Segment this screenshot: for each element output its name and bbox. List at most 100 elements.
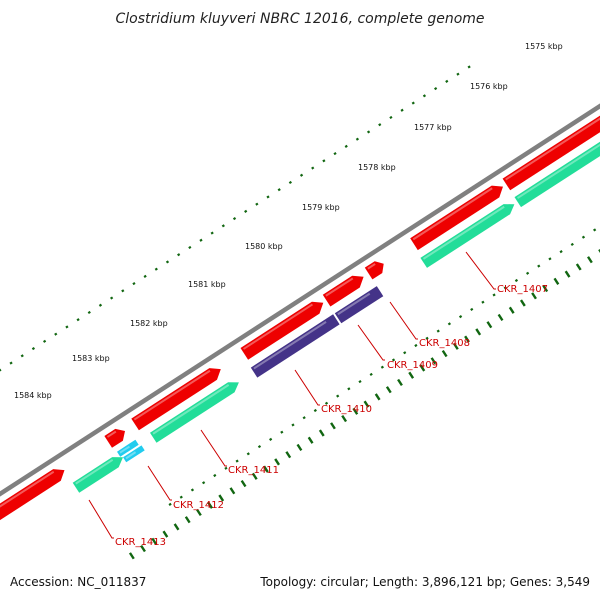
tick-mark	[224, 466, 228, 470]
tick-mark	[42, 339, 47, 343]
tick-mark	[389, 115, 393, 120]
tick-mark	[408, 371, 415, 379]
tick-mark	[542, 284, 549, 293]
map-title: Clostridium kluyveri NBRC 12016, complet…	[115, 11, 484, 27]
accession-text: Accession: NC_011837	[10, 575, 146, 589]
gene-label: CKR_1410	[321, 404, 372, 415]
tick-mark	[486, 321, 493, 329]
tick-mark	[177, 253, 181, 257]
tick-mark	[277, 188, 281, 192]
misc-feature-bar-highlight	[337, 292, 371, 316]
tick-mark	[54, 332, 58, 336]
tick-mark	[503, 286, 507, 290]
tick-mark	[285, 451, 292, 459]
tick-mark	[445, 79, 449, 83]
tick-mark	[221, 224, 225, 228]
kbp-label: 1577 kbp	[414, 123, 452, 132]
tick-mark	[380, 365, 384, 369]
tick-mark	[436, 329, 440, 333]
tick-mark	[299, 173, 304, 177]
tick-mark	[188, 245, 192, 250]
rna-feature-bar	[123, 445, 145, 463]
tick-mark	[411, 101, 415, 105]
tick-mark	[452, 342, 459, 350]
tick-mark	[143, 274, 147, 278]
tick-mark	[447, 322, 452, 326]
tick-mark	[232, 217, 237, 221]
tick-mark	[121, 289, 125, 293]
genome-backbone	[0, 103, 600, 497]
gene-label-leader	[200, 429, 227, 467]
tick-mark	[336, 394, 340, 398]
tick-mark	[318, 429, 325, 437]
tick-mark	[464, 335, 470, 343]
kbp-label: 1582 kbp	[130, 319, 168, 328]
tick-mark	[492, 293, 496, 297]
kbp-label: 1576 kbp	[470, 82, 508, 91]
cds-arrow	[104, 428, 125, 448]
tick-mark	[210, 231, 214, 235]
rna-feature-bar-highlight	[119, 445, 130, 454]
cds-arrow-highlight	[325, 277, 354, 297]
tick-mark	[369, 372, 373, 376]
tick-mark	[548, 257, 552, 261]
misc-feature-bar	[334, 286, 384, 324]
kbp-labels: 1575 kbp 1576 kbp 1577 kbp 1578 kbp 1579 kbp…	[14, 42, 563, 400]
cds-arrow	[131, 368, 221, 431]
tick-mark	[519, 299, 526, 307]
cds-arrow	[322, 275, 364, 307]
tick-mark	[269, 437, 273, 441]
tick-mark	[531, 292, 537, 300]
tick-mark	[235, 459, 239, 463]
tick-mark	[132, 282, 136, 286]
tick-mark	[347, 387, 351, 391]
gene-label-leader	[389, 301, 418, 340]
tick-mark	[385, 386, 392, 394]
tick-mark	[313, 408, 317, 413]
gene-label: CKR_1412	[173, 500, 224, 511]
gene-label: CKR_1411	[228, 465, 279, 476]
kbp-label: 1583 kbp	[72, 354, 110, 363]
tick-mark	[165, 260, 170, 264]
gene-label: CKR_1407	[497, 284, 548, 295]
tick-mark	[307, 436, 314, 444]
tick-mark	[414, 343, 418, 348]
tick-mark	[190, 488, 195, 492]
tick-mark	[229, 487, 236, 495]
gene-arrow-highlight	[422, 205, 505, 260]
tick-mark	[218, 494, 225, 502]
gene-arrow	[72, 457, 123, 493]
cds-arrow-highlight	[106, 430, 117, 438]
tick-mark	[366, 130, 371, 134]
tick-mark	[76, 318, 80, 322]
tick-mark	[403, 351, 407, 355]
tick-mark	[470, 307, 474, 311]
tick-mark	[291, 423, 295, 427]
cds-arrow	[502, 115, 600, 191]
kbp-label: 1578 kbp	[358, 163, 396, 172]
tick-mark	[246, 452, 250, 456]
tick-mark	[296, 443, 303, 452]
gene-arrow-highlight	[75, 459, 114, 485]
tick-mark	[333, 152, 337, 156]
tick-mark	[251, 472, 258, 480]
tick-mark	[497, 313, 504, 322]
tick-mark	[456, 72, 460, 76]
tick-mark	[525, 271, 530, 275]
tick-mark	[266, 195, 270, 199]
gene-label-leader	[294, 369, 320, 406]
tick-mark	[195, 508, 202, 517]
cds-arrow-highlight	[367, 263, 376, 270]
cds-arrow	[240, 301, 324, 360]
tick-mark	[397, 378, 403, 387]
gene-label: CKR_1408	[419, 338, 470, 349]
tick-mark	[575, 263, 582, 271]
tick-mark	[128, 552, 135, 560]
tick-mark	[441, 349, 448, 358]
kbp-label: 1584 kbp	[14, 391, 52, 400]
rna-feature-bar-highlight	[125, 451, 137, 460]
tick-mark	[358, 380, 362, 384]
tick-mark	[274, 458, 281, 466]
tick-mark	[430, 357, 437, 365]
